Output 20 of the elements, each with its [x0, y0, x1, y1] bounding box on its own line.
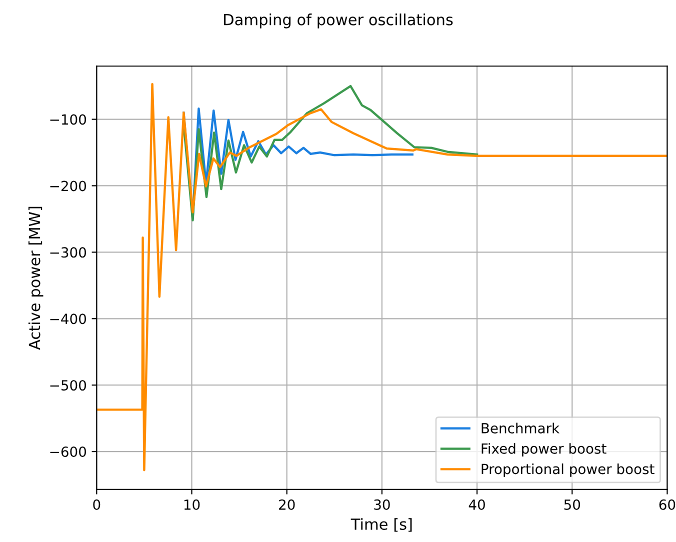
x-tick-label: 20 — [279, 499, 295, 510]
y-axis-title: Active power [MW] — [28, 206, 44, 350]
x-tick-label: 50 — [564, 499, 580, 510]
legend-label: Fixed power boost — [482, 443, 606, 457]
legend-label: Proportional power boost — [482, 463, 654, 477]
x-tick-label: 30 — [374, 499, 390, 510]
x-tick-label: 60 — [659, 499, 676, 510]
x-tick-label: 10 — [184, 499, 200, 510]
x-axis-title: Time [s] — [350, 518, 412, 532]
y-tick-label: −300 — [50, 247, 86, 258]
y-tick-label: −400 — [50, 314, 86, 324]
legend-label: Benchmark — [482, 422, 560, 434]
line-series — [183, 84, 478, 222]
y-tick-label: −600 — [50, 446, 86, 458]
x-tick-label: 40 — [468, 499, 485, 510]
y-tick-label: −200 — [50, 180, 86, 192]
y-tick-label: −500 — [50, 380, 86, 391]
y-tick-label: −100 — [50, 114, 86, 125]
chart-title: Damping of power oscillations — [224, 14, 453, 28]
x-tick-label: 0 — [93, 499, 100, 510]
